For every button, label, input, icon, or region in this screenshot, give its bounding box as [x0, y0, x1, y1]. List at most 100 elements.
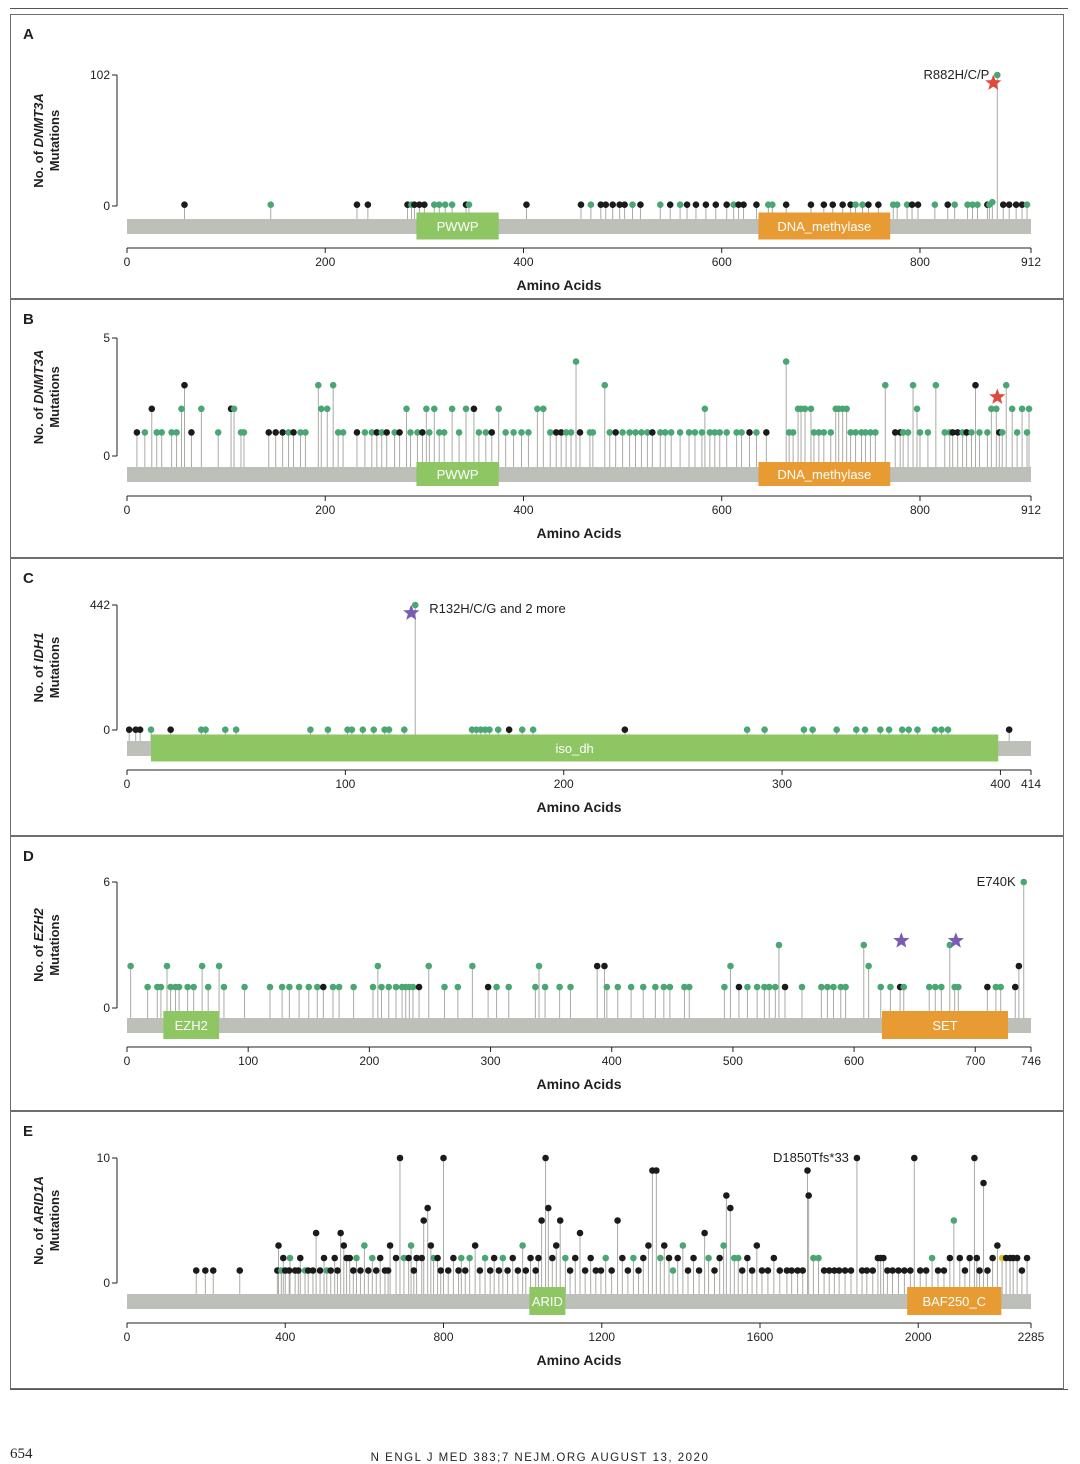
mutation-dot [621, 201, 628, 209]
mutation-dot [900, 983, 908, 991]
hotspot-star [985, 74, 1002, 90]
mutation-dot [733, 429, 740, 436]
y-tick-label: 0 [103, 449, 110, 463]
mutation-dot [830, 983, 837, 991]
mutation-dot [782, 201, 790, 209]
mutation-dot [638, 429, 645, 436]
mutation-dot [552, 429, 560, 436]
mutation-dot [781, 983, 789, 991]
mutation-dot [562, 429, 570, 436]
mutation-dot [309, 1267, 317, 1274]
mutation-dot [236, 1267, 244, 1274]
y-tick-label: 10 [97, 1151, 111, 1165]
y-label-gene: DNMT3A [31, 350, 46, 404]
panel-letter: C [23, 570, 34, 587]
mutation-dot [656, 429, 664, 436]
mutation-dot [272, 429, 279, 436]
mutation-dot [535, 1254, 542, 1262]
mutation-dot [720, 1242, 727, 1249]
mutation-dot [974, 201, 981, 209]
mutation-dot [852, 201, 859, 209]
mutation-dot [304, 1267, 312, 1274]
mutation-dot [296, 1254, 304, 1262]
mutation-dot [843, 405, 850, 413]
mutation-dot [763, 429, 770, 436]
mutation-dot [827, 429, 835, 436]
mutation-dot [1008, 405, 1016, 413]
mutation-dot [1023, 201, 1031, 209]
mutation-dot [386, 1242, 394, 1249]
mutation-dot [931, 726, 939, 734]
mutation-dot [532, 983, 539, 991]
mutation-dot [735, 983, 743, 991]
mutation-dot [441, 201, 449, 209]
mutation-dots [181, 71, 1031, 209]
mutation-dot [824, 983, 831, 991]
mutation-dot [372, 1267, 380, 1274]
mutation-dot [692, 201, 700, 209]
x-tick-label: 1200 [588, 1330, 615, 1344]
mutation-dot [782, 358, 790, 365]
mutation-dot [734, 1254, 742, 1262]
mutation-dot [949, 429, 956, 436]
mutation-dot [125, 726, 133, 734]
y-axis-label: No. of ARID1A Mutations [31, 1176, 62, 1265]
mutation-dot [984, 429, 991, 436]
mutation-dot [1002, 381, 1010, 389]
mutation-dot [809, 726, 816, 734]
y-label-line1: No. of IDH1 [31, 632, 46, 702]
domain-ezh2 [163, 1011, 220, 1039]
mutation-dot [444, 1267, 452, 1274]
mutation-dot [602, 201, 610, 209]
mutation-dot [173, 429, 180, 436]
mutation-dot [519, 1242, 526, 1249]
mutation-dot [535, 962, 543, 970]
hotspot-label: D1850Tfs*33 [773, 1150, 849, 1165]
mutation-dot [546, 429, 554, 436]
mutation-dot [820, 201, 828, 209]
mutation-dot [462, 405, 470, 413]
mutation-dot [761, 726, 768, 734]
mutation-dot [335, 983, 343, 991]
y-axis-label: No. of DNMT3A Mutations [31, 350, 62, 445]
mutation-dot [661, 429, 669, 436]
mutation-dot [841, 1267, 849, 1274]
mutation-dot [484, 983, 492, 991]
mutation-dot [455, 429, 463, 436]
page-number: 654 [10, 1446, 33, 1462]
y-tick-label: 0 [103, 1276, 110, 1290]
mutation-dot [815, 1254, 822, 1262]
x-tick-label: 100 [238, 1054, 258, 1068]
mutation-dot [788, 1267, 795, 1274]
mutation-dot [313, 983, 321, 991]
mutation-dot [761, 983, 768, 991]
x-tick-label: 400 [513, 503, 533, 517]
mutation-dot [202, 1267, 209, 1274]
mutation-dot [481, 1254, 489, 1262]
mutation-dot [509, 1254, 517, 1262]
mutation-dot [426, 429, 433, 436]
mutation-dot [297, 429, 304, 436]
x-tick-label: 912 [1021, 503, 1041, 517]
mutation-dot [798, 983, 806, 991]
mutation-dot [353, 429, 361, 436]
mutation-dot [529, 726, 537, 734]
mutation-dot [601, 381, 609, 389]
y-label-prefix: No. of [31, 941, 46, 981]
mutation-dot [466, 1254, 473, 1262]
mutation-dot [681, 983, 688, 991]
mutation-dot [820, 1267, 828, 1274]
mutation-dot [423, 405, 430, 413]
hotspot-star [989, 388, 1006, 404]
mutation-dot [440, 1154, 447, 1162]
mutation-dot [799, 1267, 807, 1274]
mutation-dot [407, 429, 414, 436]
mutation-dot [597, 1267, 605, 1274]
mutation-dot [1011, 983, 1019, 991]
mutation-dot [976, 1267, 983, 1274]
y-tick-label: 102 [90, 68, 110, 82]
mutation-dot [430, 201, 438, 209]
mutation-dot [178, 405, 185, 413]
mutation-dot [702, 201, 710, 209]
